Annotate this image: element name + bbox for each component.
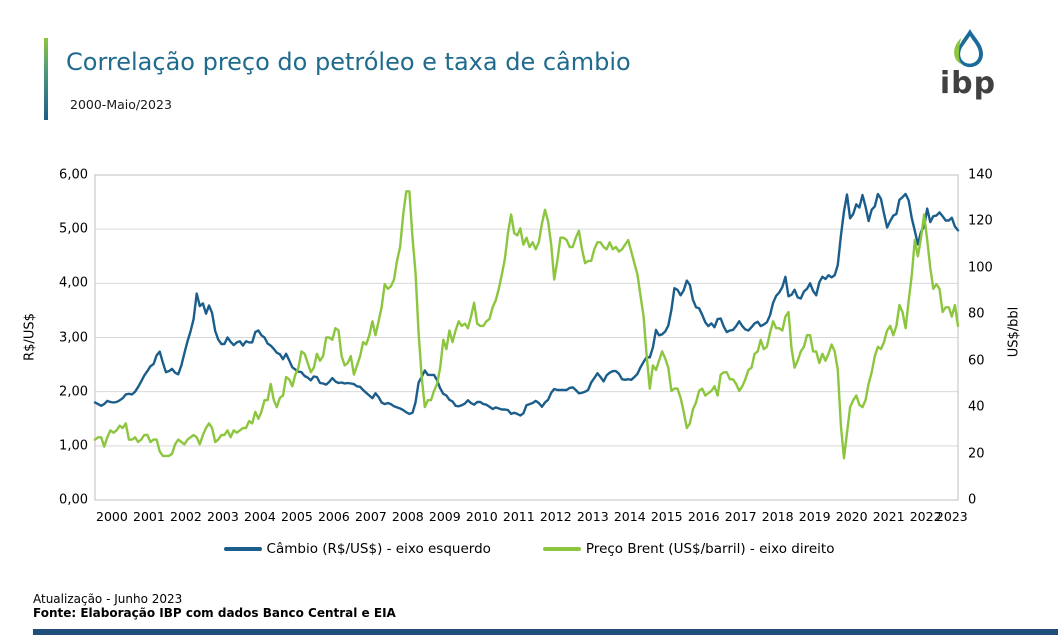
- x-axis-tick: 2016: [687, 509, 720, 524]
- plot-border: [94, 174, 959, 501]
- x-axis-tick: 2010: [465, 509, 498, 524]
- series-line-cambio: [93, 192, 960, 417]
- x-axis-tick: 2020: [835, 509, 868, 524]
- x-axis-tick: 2014: [613, 509, 646, 524]
- footer-source-note: Fonte: Elaboração IBP com dados Banco Ce…: [33, 606, 396, 620]
- x-axis-tick: 2008: [391, 509, 424, 524]
- right-axis-tick: 20: [968, 446, 985, 462]
- x-axis-tick: 2017: [724, 509, 757, 524]
- x-axis-tick: 2018: [761, 509, 794, 524]
- legend-label: Câmbio (R$/US$) - eixo esquerdo: [266, 541, 491, 557]
- legend-item: Câmbio (R$/US$) - eixo esquerdo: [223, 541, 491, 557]
- left-axis-tick: 5,00: [59, 221, 88, 237]
- legend-swatch-icon: [542, 547, 581, 551]
- x-axis-tick: 2000: [96, 509, 128, 524]
- chart-legend: Câmbio (R$/US$) - eixo esquerdo Preço Bre…: [0, 541, 1058, 557]
- x-axis-tick: 2004: [243, 509, 276, 524]
- x-axis-tick: 2005: [280, 509, 313, 524]
- x-axis-tick: 2015: [650, 509, 683, 524]
- legend-label: Preço Brent (US$/barril) - eixo direito: [585, 541, 835, 557]
- right-axis-tick: 0: [968, 492, 977, 508]
- x-axis-tick: 2003: [207, 509, 239, 524]
- x-axis-tick: 2019: [798, 509, 831, 524]
- left-axis-tick: 2,00: [59, 384, 88, 400]
- x-axis-tick: 2009: [428, 509, 461, 524]
- footer-update-note: Atualização - Junho 2023: [33, 592, 183, 606]
- x-axis-tick: 2012: [539, 509, 572, 524]
- right-axis-tick: 120: [968, 213, 993, 229]
- title-accent-bar: [44, 38, 48, 120]
- x-axis-tick: 2011: [502, 509, 535, 524]
- right-axis-tick: 80: [968, 306, 985, 322]
- footer-accent-bar: [33, 629, 1058, 635]
- legend-swatch-icon: [223, 547, 262, 551]
- x-axis-tick: 2021: [872, 509, 905, 524]
- ibp-logo: ibp: [930, 28, 1006, 101]
- series-line-brent: [93, 190, 960, 460]
- legend-item: Preço Brent (US$/barril) - eixo direito: [542, 541, 835, 557]
- right-axis-tick: 100: [968, 260, 993, 276]
- left-axis-tick: 0,00: [59, 492, 88, 508]
- right-axis-tick: 140: [968, 167, 993, 183]
- x-axis-tick: 2022: [909, 509, 942, 524]
- left-axis-tick: 4,00: [59, 275, 88, 291]
- x-axis-tick: 2001: [133, 509, 165, 524]
- x-axis-tick: 2006: [317, 509, 350, 524]
- left-axis-tick: 3,00: [59, 330, 88, 345]
- page-title: Correlação preço do petróleo e taxa de c…: [66, 48, 631, 76]
- left-axis-tick: 6,00: [59, 167, 88, 183]
- right-axis-tick: 40: [968, 399, 985, 415]
- page-subtitle: 2000-Maio/2023: [70, 97, 172, 112]
- x-axis-tick: 2002: [170, 509, 202, 524]
- x-axis-tick: 2013: [576, 509, 609, 524]
- ibp-logo-text: ibp: [939, 66, 997, 101]
- right-axis-tick: 60: [968, 353, 985, 369]
- x-axis-tick: 2023: [935, 509, 968, 524]
- x-axis-tick: 2007: [354, 509, 387, 524]
- left-axis-tick: 1,00: [59, 438, 88, 454]
